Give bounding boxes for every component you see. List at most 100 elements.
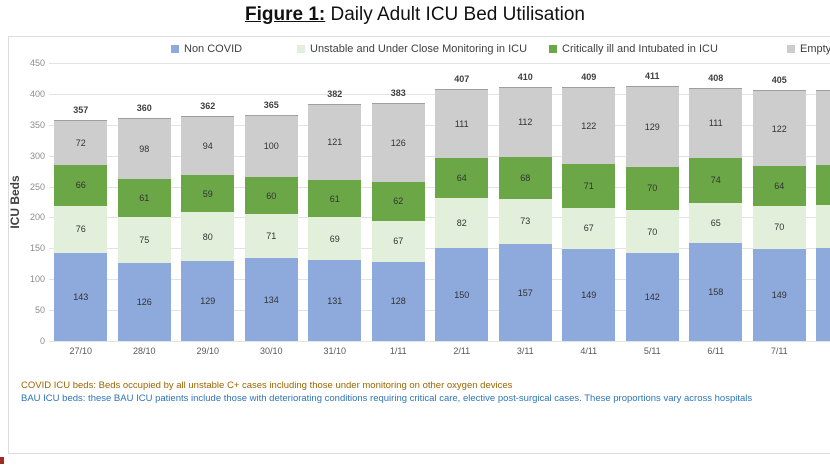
- bar-segment: 70: [625, 166, 679, 211]
- bar-segment: 71: [562, 163, 616, 208]
- y-tick-label: 100: [29, 274, 45, 285]
- segment-value-label: 121: [327, 137, 343, 148]
- bar-slot: 122 71 67 149 409 4/11: [557, 63, 621, 361]
- bar-segment: 126: [117, 263, 171, 341]
- stacked-bar: 94 59 80 129 362: [181, 101, 235, 341]
- bar-area: 111 64 82 150 407: [430, 63, 494, 341]
- segment-value-label: 158: [708, 287, 724, 298]
- legend-item: Non COVID: [171, 43, 242, 55]
- y-tick-label: 50: [34, 305, 45, 316]
- footnotes: COVID ICU beds: Beds occupied by all uns…: [21, 379, 752, 405]
- segment-value-label: 70: [774, 222, 785, 233]
- bar-segment: 111: [689, 88, 743, 158]
- segment-value-label: 134: [263, 294, 279, 305]
- legend-label: Empty: [800, 43, 830, 55]
- segment-value-label: 143: [73, 291, 89, 302]
- bar-segment: 70: [752, 205, 806, 249]
- bar-segment: 74: [689, 157, 743, 204]
- legend-item: Empty: [787, 43, 830, 55]
- gridline: [49, 341, 830, 342]
- bar-segment: 64: [752, 166, 806, 206]
- bar-slot: 111 74 65 158 408 6/11: [684, 63, 748, 361]
- segment-value-label: 68: [520, 172, 531, 183]
- bar-area: 129 70 70 142 411: [621, 63, 685, 341]
- segment-value-label: 69: [329, 233, 340, 244]
- bar-segment: 131: [308, 260, 362, 341]
- segment-value-label: 129: [200, 296, 216, 307]
- bar-segment: 112: [498, 86, 552, 157]
- bar-total-label: 405: [771, 74, 787, 85]
- x-tick-label: 3/11: [516, 346, 534, 356]
- bar-segment: 94: [181, 116, 235, 176]
- bar-segment: 59: [181, 175, 235, 212]
- bar-segment: 111: [435, 88, 489, 159]
- stacked-bar: 100 60 71 134 365: [244, 100, 298, 341]
- y-tick-label: 300: [29, 150, 45, 161]
- segment-value-label: 122: [771, 123, 787, 134]
- bar-slot: 126 62 67 128 383 1/11: [367, 63, 431, 361]
- bar-segment: [816, 89, 830, 165]
- x-tick-label: 28/10: [132, 346, 156, 356]
- figure-title: Figure 1: Daily Adult ICU Bed Utilisatio…: [0, 4, 830, 26]
- y-tick-label: 150: [29, 243, 45, 254]
- bar-slot: 112 68 73 157 410 3/11: [494, 63, 558, 361]
- legend-swatch-icon: [171, 45, 179, 53]
- segment-value-label: 70: [647, 226, 658, 237]
- bar-segment: 65: [689, 203, 743, 244]
- bar-segment: 150: [435, 248, 489, 341]
- bar-slot: [811, 63, 830, 361]
- bar-segment: 80: [181, 211, 235, 262]
- segment-value-label: 64: [774, 180, 785, 191]
- bar-segment: 70: [625, 210, 679, 254]
- bar-segment: 73: [498, 198, 552, 245]
- bar-area: 94 59 80 129 362: [176, 63, 240, 341]
- bar-segment: [816, 205, 830, 249]
- bar-segment: 69: [308, 217, 362, 261]
- segment-value-label: 60: [266, 190, 277, 201]
- bar-total-label: 407: [454, 73, 470, 84]
- segment-value-label: 111: [454, 118, 469, 129]
- bar-slot: 121 61 69 131 382 31/10: [303, 63, 367, 361]
- x-tick-label: 7/11: [770, 346, 788, 356]
- stacked-bar: 111 64 82 150 407: [435, 74, 489, 341]
- segment-value-label: 59: [202, 188, 213, 199]
- x-tick-label: [811, 341, 830, 361]
- bar-total-label: 357: [73, 104, 89, 115]
- x-tick-label: 4/11: [580, 346, 598, 356]
- stacked-bar: 72 66 76 143 357: [54, 105, 108, 341]
- y-tick-label: 350: [29, 119, 45, 130]
- bar-segment: 76: [54, 205, 108, 253]
- bar-total-label: 411: [644, 71, 660, 82]
- bar-segment: 61: [308, 179, 362, 218]
- bar-segment: 149: [752, 248, 806, 341]
- bar-segment: 158: [689, 243, 743, 341]
- figure-title-text: Daily Adult ICU Bed Utilisation: [325, 4, 585, 25]
- segment-value-label: 67: [393, 236, 404, 247]
- segment-value-label: 100: [263, 141, 279, 152]
- bar-segment: 128: [371, 261, 425, 341]
- segment-value-label: 67: [583, 223, 594, 234]
- segment-value-label: 61: [329, 193, 340, 204]
- plot-area: 72 66 76 143 357 27/10 98 61 75 126 360 28/10 94 59 80…: [49, 63, 830, 361]
- x-tick-label: 31/10: [323, 346, 347, 356]
- bar-area: 111 74 65 158 408: [684, 63, 748, 341]
- bar-area: 112 68 73 157 410: [494, 63, 558, 341]
- stacked-bar: 122 71 67 149 409: [562, 72, 616, 341]
- gridline: [49, 63, 830, 64]
- bar-slot: 98 61 75 126 360 28/10: [113, 63, 177, 361]
- stacked-bar: 111 74 65 158 408: [689, 73, 743, 341]
- footnote-line: COVID ICU beds: Beds occupied by all uns…: [21, 380, 513, 391]
- legend-item: Critically ill and Intubated in ICU: [549, 43, 718, 55]
- x-tick-label: 29/10: [196, 346, 220, 356]
- bar-segment: 149: [562, 248, 616, 341]
- bar-total-label: 382: [327, 89, 343, 100]
- segment-value-label: 149: [581, 289, 597, 300]
- legend-label: Non COVID: [184, 43, 243, 55]
- bar-segment: 122: [752, 89, 806, 167]
- bar-total-label: 365: [263, 99, 279, 110]
- bar-area: 98 61 75 126 360: [113, 63, 177, 341]
- chart-frame: Non COVID Unstable and Under Close Monito…: [8, 36, 830, 454]
- segment-value-label: 75: [139, 235, 150, 245]
- segment-value-label: 98: [139, 143, 150, 154]
